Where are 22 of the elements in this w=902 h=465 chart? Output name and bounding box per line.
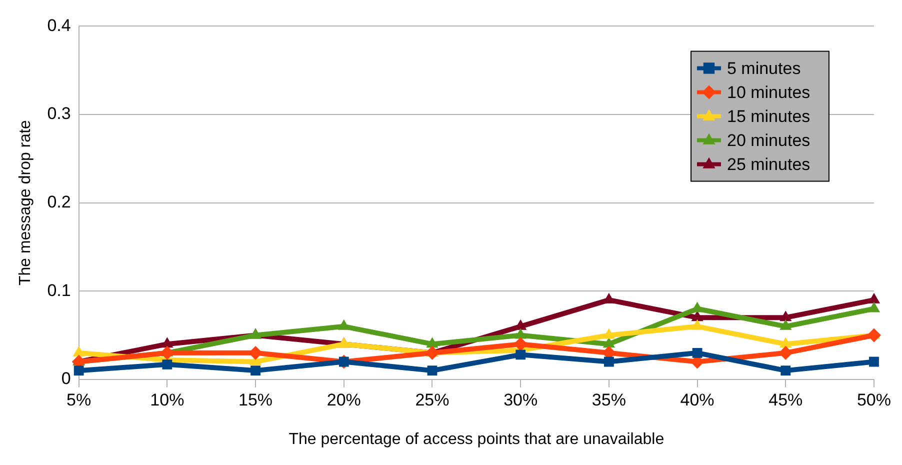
x-tick-label: 35% [592, 390, 626, 410]
x-tick-label: 30% [504, 390, 538, 410]
y-tick-label: 0.1 [47, 280, 71, 300]
x-tick-label: 10% [150, 390, 184, 410]
x-tick-label: 20% [326, 390, 361, 410]
x-tick-label: 45% [768, 390, 803, 410]
y-axis-title: The message drop rate [17, 120, 34, 286]
y-tick-label: 0.2 [47, 192, 71, 212]
y-tick-label: 0.3 [47, 104, 71, 124]
legend-label: 25 minutes [726, 154, 810, 174]
legend-label: 15 minutes [726, 106, 810, 126]
x-tick-label: 25% [415, 390, 450, 410]
legend-label: 10 minutes [726, 82, 810, 102]
x-tick-label: 5% [66, 390, 92, 410]
x-axis-title: The percentage of access points that are unavailable [288, 430, 664, 448]
y-tick-label: 0 [61, 369, 71, 388]
legend-label: 5 minutes [726, 58, 801, 78]
x-tick-label: 40% [680, 390, 714, 410]
x-tick-label: 50% [856, 390, 892, 410]
x-tick-label: 15% [238, 390, 273, 410]
y-tick-label: 0.4 [47, 16, 71, 35]
legend-label: 20 minutes [726, 130, 810, 150]
